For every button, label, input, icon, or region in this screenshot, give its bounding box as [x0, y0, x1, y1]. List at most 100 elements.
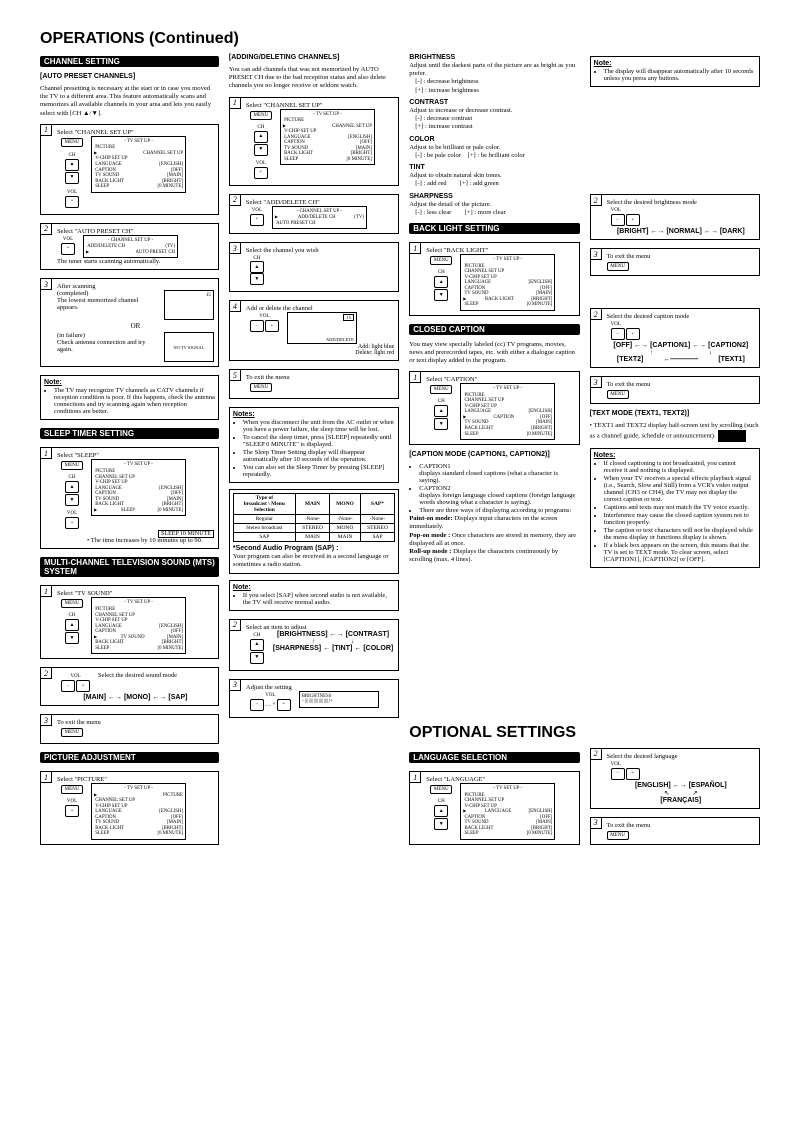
ch-down-button[interactable]: ▼	[434, 418, 448, 430]
vol-down-button[interactable]: −	[61, 680, 75, 692]
auto-preset-step1: 1 Select "CHANNEL SET UP" MENU CH ▲ ▼ VO…	[40, 124, 219, 215]
auto-preset-title: [AUTO PRESET CHANNELS]	[40, 73, 219, 80]
vol-up-button[interactable]: +	[65, 805, 79, 817]
backlight-step1: 1 Select "BACK LIGHT" MENU CH ▲ ▼ - TV S…	[409, 242, 579, 316]
osd-screen-small: NO TV SIGNAL	[164, 332, 214, 362]
vol-up-button[interactable]: +	[254, 167, 268, 179]
menu-button[interactable]: MENU	[607, 262, 629, 271]
ch-up-button[interactable]: ▲	[65, 481, 79, 493]
ch-up-button[interactable]: ▲	[65, 159, 79, 171]
section-sleep-timer: SLEEP TIMER SETTING	[40, 428, 219, 439]
vol-up-button[interactable]: +	[250, 214, 264, 226]
vol-up-button[interactable]: +	[65, 196, 79, 208]
text-mode-title: [TEXT MODE (TEXT1, TEXT2)]	[590, 410, 760, 417]
backlight-step3: 3 To exit the menu MENU	[590, 248, 760, 276]
picture-step3: 3 Adjust the setting VOL − … + + BRIGHTN…	[229, 679, 399, 718]
menu-button[interactable]: MENU	[430, 785, 452, 794]
step-label: Select "CHANNEL SET UP"	[246, 102, 394, 109]
step-label: To exit the menu	[607, 253, 755, 260]
mts-table-box: Type of broadcast \ Menu Selection MAIN …	[229, 489, 399, 573]
step-label: Select the desired sound mode	[98, 672, 177, 679]
step-label: To exit the menu	[607, 822, 755, 829]
remote-diagram: VOL − +	[61, 674, 90, 692]
ch-up-button[interactable]: ▲	[250, 639, 264, 651]
menu-button[interactable]: MENU	[430, 256, 452, 265]
vol-down-button[interactable]: −	[250, 320, 264, 332]
osd-gauge: BRIGHTNESS − | | | | | | | | | | | | | |…	[299, 691, 379, 708]
vol-up-button[interactable]: +	[265, 320, 279, 332]
page-title: OPERATIONS (Continued)	[40, 30, 760, 48]
black-box-icon	[718, 430, 746, 442]
remote-diagram: MENU CH ▲ ▼ VOL +	[61, 461, 83, 529]
ch-down-button[interactable]: ▼	[65, 632, 79, 644]
menu-button[interactable]: MENU	[430, 385, 452, 394]
ch-down-button[interactable]: ▼	[65, 172, 79, 184]
menu-button[interactable]: MENU	[607, 831, 629, 840]
ch-down-button[interactable]: ▼	[434, 289, 448, 301]
ch-up-button[interactable]: ▲	[250, 261, 264, 273]
vol-up-button[interactable]: +	[626, 768, 640, 780]
menu-button[interactable]: MENU	[250, 383, 272, 392]
ch-down-button[interactable]: ▼	[250, 652, 264, 664]
osd-screen: - TV SET UP - PICTURE CHANNEL SET UP V-C…	[91, 597, 186, 654]
auto-preset-note: Note: The TV may recognize TV channels a…	[40, 375, 219, 420]
vol-up-button[interactable]: +	[626, 328, 640, 340]
osd-screen: - TV SET UP - PICTURE CHANNEL SET UP V-C…	[91, 459, 186, 516]
section-closed-caption: CLOSED CAPTION	[409, 324, 579, 335]
optional-settings-title: OPTIONAL SETTINGS	[409, 724, 579, 742]
mts-step2: 2 VOL − + Select the desired sound mode …	[40, 667, 219, 706]
caption-options-bot: [TEXT2]←———— [TEXT1]	[607, 356, 755, 363]
menu-button[interactable]: MENU	[250, 111, 272, 120]
vol-up-button[interactable]: +	[626, 214, 640, 226]
osd-screen: - TV SET UP - PICTURE CHANNEL SET UP V-C…	[280, 109, 375, 166]
vol-up-button[interactable]: +	[65, 517, 79, 529]
vol-up-button[interactable]: +	[76, 680, 90, 692]
add-delete-legend: Add: light blue Delete: light red	[246, 344, 394, 356]
caption-step3: 3 To exit the menu MENU	[590, 376, 760, 404]
remote-diagram: MENU CH ▲ ▼	[430, 385, 452, 430]
ch-down-button[interactable]: ▼	[434, 818, 448, 830]
ch-up-button[interactable]: ▲	[65, 619, 79, 631]
menu-button[interactable]: MENU	[61, 599, 83, 608]
backlight-step2: 2 Select the desired brightness mode VOL…	[590, 194, 760, 240]
ch-up-button[interactable]: ▲	[254, 131, 268, 143]
menu-button[interactable]: MENU	[61, 461, 83, 470]
step-label: To exit the menu	[246, 374, 394, 381]
text-mode-body: • TEXT1 and TEXT2 display half-screen te…	[590, 422, 760, 442]
mts-options: [MAIN]←→ [MONO]←→ [SAP]	[57, 694, 214, 701]
menu-button[interactable]: MENU	[607, 390, 629, 399]
osd-screen: - TV SET UP - PICTURE CHANNEL SET UP V-C…	[460, 383, 555, 440]
menu-button[interactable]: MENU	[61, 728, 83, 737]
menu-button[interactable]: MENU	[61, 138, 83, 147]
remote-diagram: MENU CH ▲ ▼ VOL +	[250, 111, 272, 179]
step-note: The tuner starts scanning automatically.	[57, 258, 214, 265]
vol-down-button[interactable]: −	[611, 768, 625, 780]
ch-down-button[interactable]: ▼	[254, 144, 268, 156]
step-label: Select "PICTURE"	[57, 776, 214, 783]
sleep-step1: 1 Select "SLEEP" MENU CH ▲ ▼ VOL +	[40, 447, 219, 549]
step-label: Select the desired brightness mode	[607, 199, 755, 206]
ch-up-button[interactable]: ▲	[434, 805, 448, 817]
vol-down-button[interactable]: −	[250, 699, 264, 711]
ch-down-button[interactable]: ▼	[250, 273, 264, 285]
ch-up-button[interactable]: ▲	[434, 405, 448, 417]
vol-down-button[interactable]: −	[611, 328, 625, 340]
sap-title: *Second Audio Program (SAP) :	[233, 545, 395, 552]
step-label: Select the desired caption mode	[607, 313, 755, 320]
step-label: Select "SLEEP"	[57, 452, 214, 459]
remote-diagram: VOL +	[250, 208, 264, 226]
vol-down-button[interactable]: −	[611, 214, 625, 226]
step-label: Select "CAPTION"	[426, 376, 574, 383]
ch-up-button[interactable]: ▲	[434, 276, 448, 288]
caption-options: [OFF]←→ [CAPTION1]←→ [CAPTION2]	[607, 342, 755, 349]
remote-diagram: MENU	[250, 383, 390, 392]
brightness-block: BRIGHTNESS Adjust until the darkest part…	[409, 54, 579, 95]
section-mts: MULTI-CHANNEL TELEVISION SOUND (MTS) SYS…	[40, 557, 219, 577]
backlight-options: [BRIGHT]←→ [NORMAL]←→ [DARK]	[607, 228, 755, 235]
menu-button[interactable]: MENU	[61, 785, 83, 794]
ch-down-button[interactable]: ▼	[65, 494, 79, 506]
add-del-step5: 5 To exit the menu MENU	[229, 369, 399, 399]
osd-screen-small: 15 ADD/DELETE	[287, 312, 357, 344]
vol-up-button[interactable]: +	[61, 243, 75, 255]
vol-up-button[interactable]: +	[277, 699, 291, 711]
